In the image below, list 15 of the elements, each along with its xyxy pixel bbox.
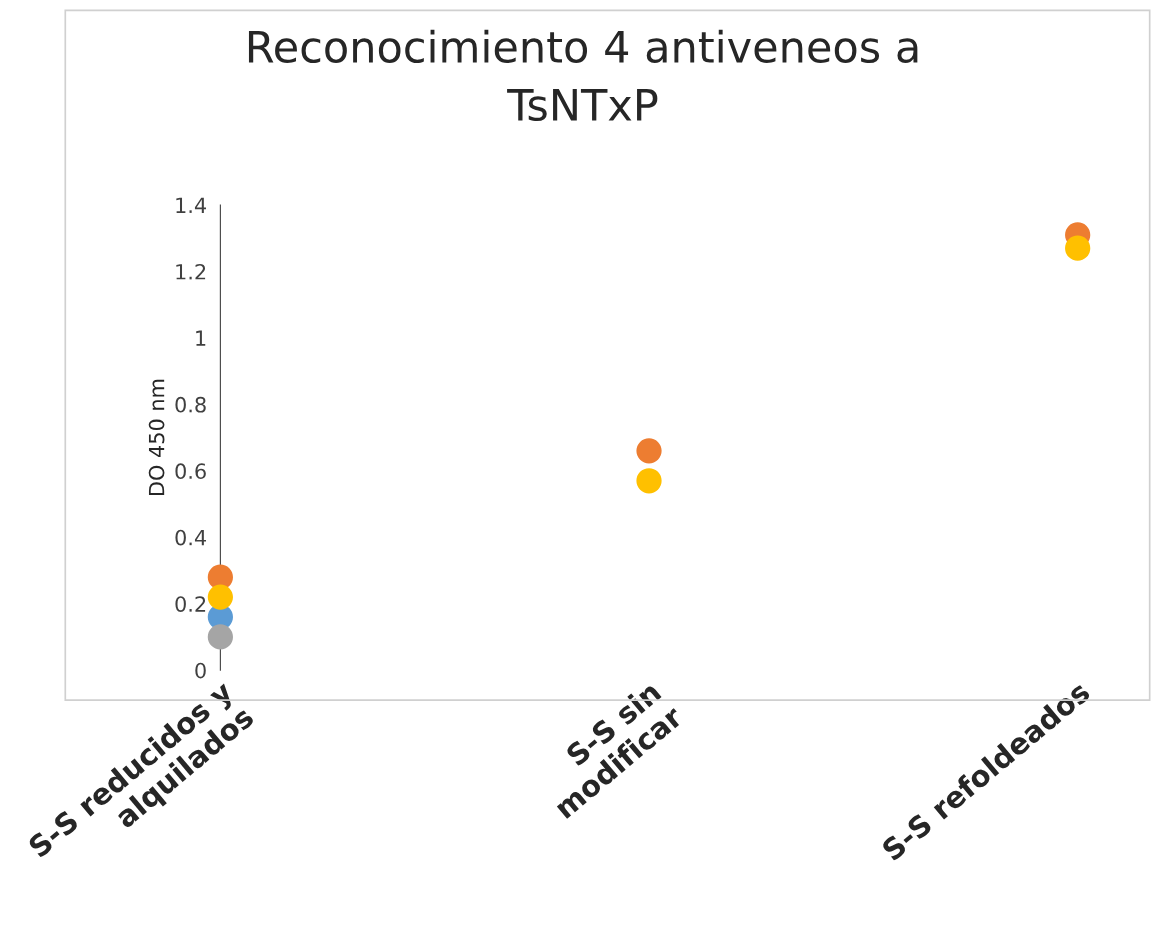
point	[207, 624, 233, 650]
point	[1065, 235, 1091, 261]
y-tick-label: 1.4	[176, 197, 207, 213]
point	[207, 584, 233, 610]
y-tick-label: 0	[195, 662, 206, 679]
chart-title: Reconocimiento 4 antiveneos a TsNTxP	[248, 29, 918, 122]
y-axis-title: DO 450 nm	[148, 379, 165, 496]
y-tick-label: 1.2	[176, 263, 206, 280]
point	[636, 438, 662, 464]
y-tick-label: 0.2	[175, 596, 206, 612]
y-tick-label: 1	[196, 330, 206, 346]
y-tick-label: 0.6	[175, 463, 206, 480]
point	[636, 468, 662, 494]
y-tick-label: 0.8	[175, 396, 206, 413]
y-tick-label: 0.4	[175, 529, 207, 546]
